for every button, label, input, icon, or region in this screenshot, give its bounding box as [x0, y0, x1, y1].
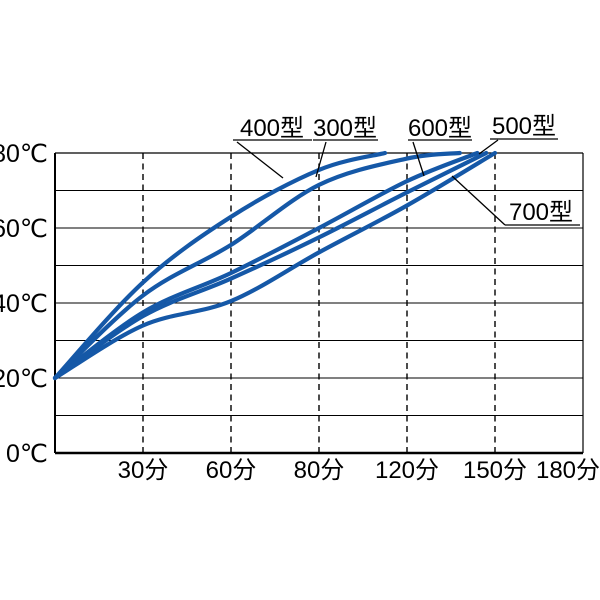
curve-300 [52, 150, 462, 381]
y-tick-label: 0℃ [6, 440, 48, 468]
y-tick-label: 20℃ [0, 365, 48, 393]
x-tick-label: 60分 [206, 457, 257, 484]
x-tick-label: 120分 [375, 457, 439, 484]
leader-line [451, 175, 506, 226]
series-label-400: 400型 [240, 115, 304, 142]
y-tick-label: 40℃ [0, 290, 48, 318]
leader-line [236, 141, 284, 179]
curve-600 [52, 150, 480, 381]
leader-line [412, 141, 425, 177]
x-tick-label: 30分 [118, 457, 169, 484]
series-label-600: 600型 [408, 115, 472, 142]
curve-500 [52, 150, 489, 381]
curve-400 [52, 150, 388, 381]
series-label-300: 300型 [313, 115, 377, 142]
curve-700 [52, 150, 498, 381]
y-tick-label: 80℃ [0, 140, 48, 168]
x-tick-label: 180分 [536, 457, 600, 484]
y-tick-label: 60℃ [0, 215, 48, 243]
x-tick-label: 150分 [463, 457, 527, 484]
leader-line [478, 139, 499, 155]
series-label-700: 700型 [509, 199, 573, 226]
series-label-500: 500型 [492, 113, 556, 140]
x-tick-label: 80分 [294, 457, 345, 484]
leader-line [315, 141, 327, 178]
